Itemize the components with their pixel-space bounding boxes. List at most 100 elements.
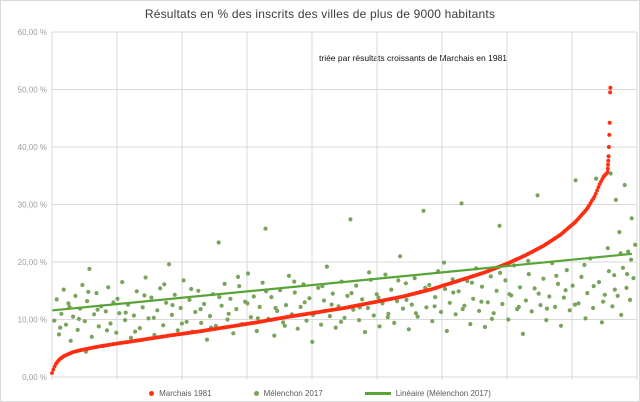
melenchon-point bbox=[149, 295, 154, 300]
melenchon-point bbox=[143, 275, 148, 280]
melenchon-point bbox=[292, 279, 297, 284]
melenchon-point bbox=[456, 289, 461, 294]
melenchon-point bbox=[134, 289, 139, 294]
legend-label-marchais: Marchais 1981 bbox=[159, 389, 212, 398]
marchais-tail-point bbox=[606, 154, 611, 159]
melenchon-point bbox=[421, 208, 426, 213]
melenchon-point bbox=[175, 328, 180, 333]
y-tick-label: 10,00 % bbox=[18, 316, 47, 325]
melenchon-point bbox=[529, 309, 534, 314]
marchais-tail-point bbox=[607, 120, 612, 125]
melenchon-point bbox=[585, 291, 590, 296]
melenchon-point bbox=[424, 305, 429, 310]
melenchon-point bbox=[544, 318, 549, 323]
melenchon-point bbox=[365, 305, 370, 311]
melenchon-point bbox=[377, 324, 382, 329]
melenchon-point bbox=[535, 193, 540, 198]
melenchon-point bbox=[526, 272, 531, 277]
melenchon-point bbox=[345, 293, 350, 298]
legend-item-marchais-1981: Marchais 1981 bbox=[149, 389, 212, 398]
melenchon-point bbox=[532, 286, 537, 291]
melenchon-point bbox=[248, 315, 253, 320]
melenchon-point bbox=[624, 285, 629, 290]
melenchon-point bbox=[151, 315, 156, 320]
y-tick-label: 40,00 % bbox=[18, 143, 47, 152]
melenchon-point bbox=[482, 324, 487, 330]
melenchon-point bbox=[517, 285, 523, 290]
melenchon-point bbox=[362, 330, 368, 335]
marchais-tail-point bbox=[607, 132, 612, 137]
melenchon-point bbox=[579, 274, 584, 279]
melenchon-point bbox=[494, 288, 499, 293]
melenchon-point bbox=[360, 297, 365, 302]
melenchon-point bbox=[409, 302, 414, 307]
melenchon-point bbox=[386, 311, 391, 316]
melenchon-point bbox=[59, 311, 64, 316]
melenchon-point bbox=[298, 304, 303, 309]
y-tick-label: 20,00 % bbox=[18, 258, 47, 267]
melenchon-point bbox=[601, 299, 606, 304]
melenchon-point bbox=[96, 324, 101, 329]
melenchon-point bbox=[123, 310, 128, 315]
melenchon-point bbox=[128, 335, 134, 340]
melenchon-point bbox=[591, 284, 596, 289]
marchais-tail-point bbox=[608, 90, 613, 95]
melenchon-point bbox=[351, 307, 356, 312]
melenchon-point bbox=[321, 298, 327, 303]
melenchon-point bbox=[193, 309, 198, 315]
melenchon-point bbox=[131, 313, 136, 318]
melenchon-point bbox=[608, 171, 613, 176]
melenchon-point bbox=[304, 318, 309, 323]
melenchon-point bbox=[553, 304, 558, 309]
melenchon-point bbox=[333, 325, 338, 330]
melenchon-point bbox=[115, 296, 120, 301]
melenchon-point bbox=[392, 320, 397, 325]
melenchon-point bbox=[357, 318, 362, 323]
melenchon-point bbox=[497, 223, 502, 228]
melenchon-point bbox=[207, 314, 213, 319]
chart-title: Résultats en % des inscrits des villes d… bbox=[144, 7, 496, 21]
melenchon-point bbox=[302, 300, 307, 305]
melenchon-point bbox=[158, 286, 163, 291]
melenchon-point bbox=[181, 278, 186, 283]
melenchon-point bbox=[612, 273, 617, 278]
melenchon-point bbox=[619, 312, 624, 317]
melenchon-point bbox=[583, 316, 588, 321]
melenchon-point bbox=[235, 274, 241, 279]
melenchon-point bbox=[427, 282, 432, 288]
melenchon-point bbox=[76, 316, 81, 321]
legend-label-lineaire: Linéaire (Mélenchon 2017) bbox=[395, 389, 491, 398]
melenchon-point bbox=[509, 293, 514, 298]
melenchon-point bbox=[570, 283, 575, 288]
melenchon-point bbox=[541, 276, 546, 281]
melenchon-point bbox=[94, 291, 99, 296]
melenchon-point bbox=[316, 285, 321, 290]
melenchon-point bbox=[395, 299, 400, 304]
marchais-point bbox=[51, 367, 56, 372]
melenchon-point bbox=[554, 273, 559, 278]
melenchon-point bbox=[564, 268, 569, 273]
annotation-note: triée par résultats croissants de Marcha… bbox=[319, 53, 508, 63]
legend-item-melenchon-2017: Mélenchon 2017 bbox=[253, 389, 323, 398]
melenchon-point bbox=[354, 283, 359, 288]
melenchon-point bbox=[80, 282, 85, 288]
melenchon-point bbox=[164, 300, 169, 305]
melenchon-point bbox=[453, 312, 458, 317]
melenchon-point bbox=[120, 280, 125, 285]
melenchon-point bbox=[582, 262, 587, 267]
melenchon-point bbox=[485, 300, 490, 305]
melenchon-point bbox=[371, 313, 376, 318]
melenchon-point bbox=[269, 295, 274, 300]
melenchon-point bbox=[92, 312, 97, 317]
melenchon-point bbox=[133, 329, 138, 334]
legend-item-lineaire: Linéaire (Mélenchon 2017) bbox=[364, 389, 491, 398]
melenchon-point bbox=[599, 320, 605, 325]
melenchon-point bbox=[52, 318, 57, 323]
melenchon-point bbox=[104, 328, 110, 333]
melenchon-point bbox=[82, 319, 87, 324]
melenchon-point bbox=[263, 226, 268, 231]
melenchon-point bbox=[438, 309, 444, 315]
melenchon-point bbox=[563, 288, 568, 293]
melenchon-point bbox=[459, 201, 464, 206]
